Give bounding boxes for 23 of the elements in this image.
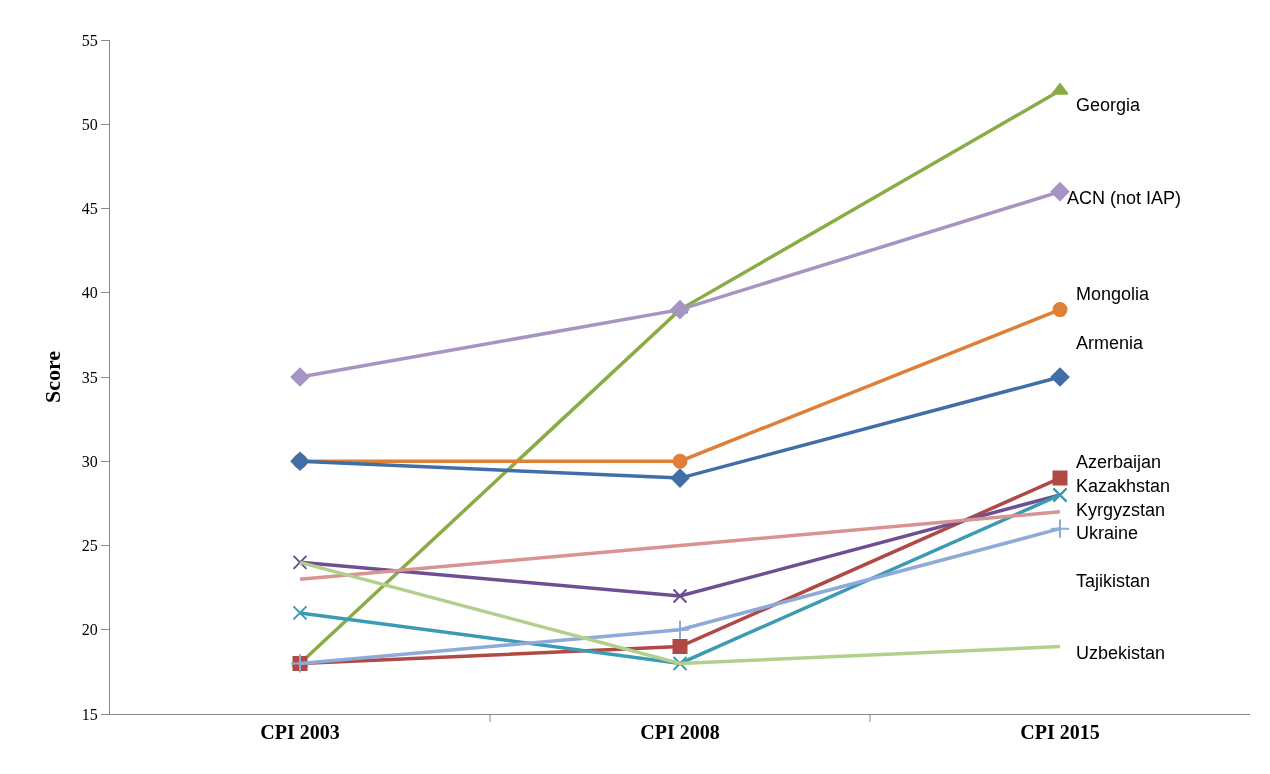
y-tick-label: 20 [81, 621, 98, 639]
annotation: Azerbaijan [1076, 452, 1162, 472]
annotation: Georgia [1076, 95, 1142, 115]
y-tick-label: 50 [81, 115, 98, 133]
annotation: Mongolia [1076, 284, 1151, 304]
y-tick-label: 45 [81, 200, 98, 218]
y-tick-label: 35 [81, 368, 98, 386]
y-tick-label: 30 [81, 452, 98, 470]
annotation: ACN (not IAP) [1067, 188, 1182, 208]
y-tick-label: 40 [81, 284, 98, 302]
y-tick-label: 15 [81, 705, 98, 723]
annotation: Tajikistan [1076, 571, 1151, 591]
annotation: Kyrgyzstan [1076, 500, 1166, 520]
annotation: Uzbekistan [1076, 643, 1166, 663]
y-tick-label: 25 [81, 537, 98, 555]
x-tick-label: CPI 2015 [1020, 721, 1100, 743]
x-tick-label: CPI 2008 [640, 721, 720, 743]
y-axis-title: Score [39, 350, 65, 404]
y-tick-label: 55 [81, 31, 98, 49]
annotation: Armenia [1076, 333, 1145, 353]
annotation: Kazakhstan [1076, 476, 1171, 496]
annotation: Ukraine [1076, 523, 1139, 543]
x-tick-label: CPI 2003 [260, 721, 340, 743]
